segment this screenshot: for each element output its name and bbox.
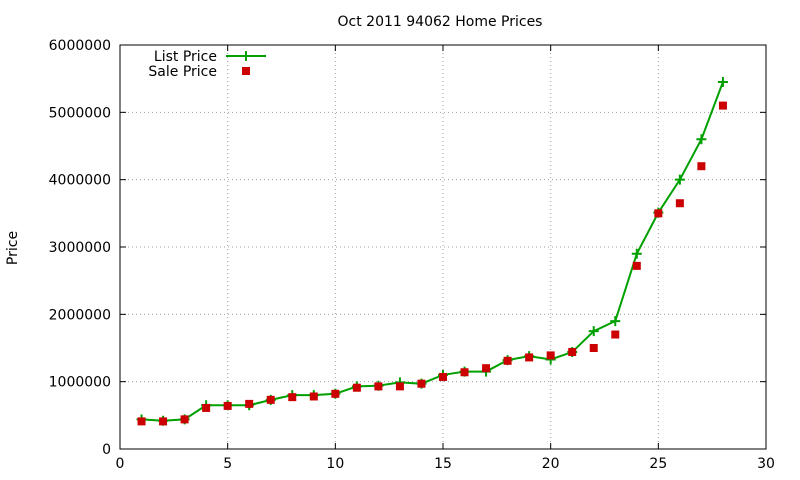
x-tick-label: 20: [542, 456, 560, 472]
x-tick-label: 10: [326, 456, 344, 472]
x-tick-label: 5: [223, 456, 232, 472]
sale-price-point: [589, 344, 598, 352]
list-price-line: [141, 81, 724, 422]
sale-price-point: [245, 399, 254, 408]
sale-price-point: [546, 351, 555, 360]
list-price-point: [610, 316, 621, 327]
y-tick-label: 1000000: [49, 375, 111, 391]
x-tick-label: 25: [649, 456, 667, 472]
sale-price-point: [180, 415, 189, 424]
legend-label-list-price: List Price: [154, 49, 217, 65]
sale-price-point: [309, 392, 318, 401]
sale-price-point: [395, 382, 404, 391]
y-axis-label: Price: [5, 231, 21, 265]
sale-price-point: [223, 401, 232, 410]
legend: List Price Sale Price: [148, 49, 266, 80]
list-price-point: [588, 326, 599, 337]
y-tick-label: 2000000: [49, 307, 111, 323]
sale-price-point: [568, 348, 577, 357]
sale-price-point: [374, 382, 383, 391]
axis-ticks: 0 5 10 15 20 25 30 0 1000000 2000000 3000000 400000…: [49, 38, 775, 472]
x-tick-label: 15: [434, 456, 452, 472]
list-price-point: [631, 248, 642, 259]
legend-label-sale-price: Sale Price: [148, 64, 217, 80]
sale-price-point: [697, 162, 706, 171]
sale-price-point: [266, 395, 275, 404]
sale-price-point: [417, 379, 426, 388]
sale-price-point: [611, 330, 620, 339]
list-price-point: [717, 77, 728, 88]
legend-swatch-sale-price-marker: [242, 67, 250, 75]
sale-price-point: [288, 393, 297, 402]
sale-price-point: [482, 364, 491, 373]
plot-area: [136, 77, 728, 426]
y-tick-label: 4000000: [49, 173, 111, 189]
list-price-point: [696, 134, 707, 145]
sale-price-point: [460, 368, 469, 377]
sale-price-point: [675, 199, 684, 208]
y-tick-label: 3000000: [49, 240, 111, 256]
sale-price-point: [159, 417, 168, 426]
plot-frame: [119, 44, 767, 450]
y-tick-label: 0: [102, 442, 111, 458]
sale-price-point: [654, 209, 663, 218]
x-tick-label: 0: [116, 456, 125, 472]
sale-price-point: [202, 403, 211, 412]
y-tick-label: 5000000: [49, 105, 111, 121]
sale-price-point: [525, 353, 534, 362]
grid: [120, 45, 766, 449]
sale-price-point: [137, 417, 146, 426]
sale-price-point: [632, 261, 641, 270]
y-tick-label: 6000000: [49, 38, 111, 54]
sale-price-point: [331, 389, 340, 398]
x-tick-label: 30: [757, 456, 775, 472]
list-price-point: [674, 174, 685, 185]
chart-title: Oct 2011 94062 Home Prices: [338, 14, 543, 30]
sale-price-point: [352, 383, 361, 392]
legend-swatch-list-price-marker: [241, 51, 251, 61]
sale-price-point: [439, 372, 447, 381]
sale-price-point: [718, 101, 727, 110]
sale-price-point: [503, 356, 512, 365]
